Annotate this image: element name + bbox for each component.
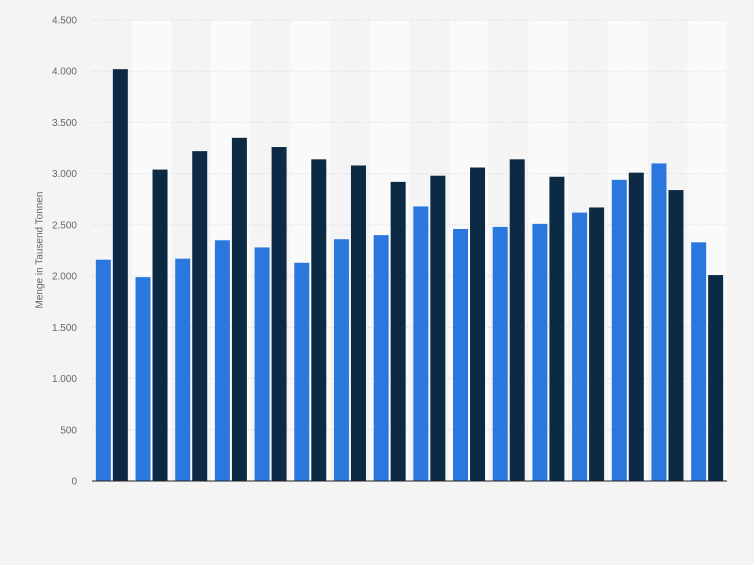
bar-series-2 bbox=[350, 165, 366, 481]
y-tick-label: 4.000 bbox=[52, 67, 77, 78]
bar-series-2 bbox=[589, 207, 605, 481]
y-tick-label: 1.500 bbox=[52, 323, 77, 334]
bar-series-1 bbox=[294, 262, 310, 481]
bar-series-1 bbox=[413, 206, 429, 481]
bar-series-1 bbox=[492, 226, 508, 481]
y-axis-label: Menge in Tausend Tonnen bbox=[34, 191, 46, 309]
bar-series-1 bbox=[214, 240, 230, 481]
bar-series-2 bbox=[708, 275, 724, 481]
bar-series-2 bbox=[152, 169, 168, 481]
bar-series-1 bbox=[453, 228, 469, 481]
bar-series-1 bbox=[254, 247, 270, 481]
bar-series-2 bbox=[668, 190, 684, 481]
bar-series-2 bbox=[390, 181, 406, 481]
bar-series-1 bbox=[611, 179, 627, 481]
bar-series-2 bbox=[311, 159, 327, 481]
bar-series-2 bbox=[112, 69, 128, 481]
bar-series-2 bbox=[470, 167, 486, 481]
bar-series-2 bbox=[271, 147, 287, 481]
bar-series-1 bbox=[135, 277, 151, 481]
bar-series-1 bbox=[175, 258, 191, 481]
bar-series-2 bbox=[231, 137, 247, 482]
bar-series-2 bbox=[549, 176, 565, 482]
y-tick-label: 3.500 bbox=[52, 118, 77, 129]
bar-series-1 bbox=[691, 242, 707, 481]
bar-series-1 bbox=[532, 223, 548, 481]
y-tick-label: 4.500 bbox=[52, 16, 77, 27]
bar-series-1 bbox=[572, 212, 588, 481]
bar-series-1 bbox=[95, 259, 111, 481]
bar-series-1 bbox=[373, 235, 389, 481]
y-tick-label: 500 bbox=[60, 425, 77, 436]
bar-series-2 bbox=[192, 151, 208, 481]
bar-series-2 bbox=[509, 159, 525, 481]
y-tick-label: 2.000 bbox=[52, 272, 77, 283]
bar-series-1 bbox=[651, 163, 667, 481]
bar-series-2 bbox=[628, 172, 644, 482]
bar-series-1 bbox=[333, 239, 349, 481]
bar-series-2 bbox=[430, 175, 446, 481]
y-tick-label: 1.000 bbox=[52, 374, 77, 385]
y-tick-label: 2.500 bbox=[52, 220, 77, 231]
y-tick-label: 0 bbox=[71, 477, 77, 488]
y-tick-label: 3.000 bbox=[52, 169, 77, 180]
